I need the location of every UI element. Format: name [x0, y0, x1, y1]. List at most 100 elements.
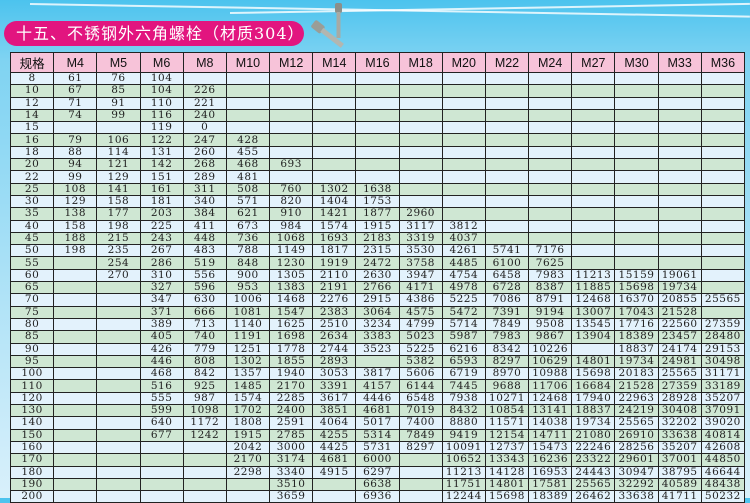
weight-cell — [700, 305, 746, 319]
weight-cell: 29601 — [614, 453, 659, 467]
column-header: M33 — [657, 52, 702, 73]
weight-cell — [53, 391, 98, 406]
weight-cell: 3758 — [398, 256, 443, 270]
weight-cell — [53, 317, 98, 332]
weight-cell: 2591 — [269, 416, 314, 430]
weight-cell: 2298 — [225, 465, 271, 479]
weight-cell: 23322 — [571, 453, 616, 467]
weight-cell — [355, 108, 400, 123]
weight-cell — [614, 133, 659, 147]
weight-cell: 740 — [182, 330, 227, 344]
weight-cell — [614, 84, 659, 98]
weight-cell — [441, 145, 486, 160]
weight-cell: 1006 — [225, 293, 271, 307]
spec-length-cell: 95 — [9, 354, 55, 369]
weight-cell: 12154 — [484, 428, 530, 442]
weight-cell: 6638 — [355, 477, 400, 492]
spec-length-cell: 25 — [9, 182, 55, 196]
spec-length-cell: 170 — [9, 453, 55, 467]
table-row: 30 129 158 181 340 571 820 1404 1753 — [9, 194, 746, 209]
weight-cell: 7019 — [398, 404, 443, 418]
weight-cell: 2893 — [312, 354, 357, 369]
weight-cell — [96, 416, 141, 430]
weight-cell: 10652 — [441, 453, 486, 467]
weight-cell: 67 — [53, 84, 98, 98]
weight-cell: 1638 — [355, 182, 400, 196]
weight-cell — [182, 465, 227, 479]
weight-cell: 2766 — [355, 281, 400, 295]
weight-cell: 556 — [182, 268, 227, 283]
weight-cell — [657, 121, 702, 135]
weight-cell — [441, 121, 486, 135]
weight-cell: 4157 — [355, 379, 400, 393]
weight-cell: 1140 — [225, 317, 271, 332]
weight-cell: 4064 — [312, 416, 357, 430]
weight-cell — [700, 96, 746, 110]
weight-cell: 18389 — [614, 330, 659, 344]
weight-cell — [96, 342, 141, 356]
weight-cell: 2110 — [312, 268, 357, 283]
weight-cell — [139, 490, 184, 503]
weight-cell: 17581 — [528, 477, 573, 492]
column-header: M24 — [528, 52, 573, 73]
weight-cell: 1191 — [225, 330, 271, 344]
weight-cell — [269, 170, 314, 184]
weight-cell: 129 — [53, 194, 98, 209]
weight-cell — [700, 71, 746, 86]
weight-cell: 85 — [96, 84, 141, 98]
weight-cell: 4261 — [441, 244, 486, 258]
weight-cell: 1251 — [225, 342, 271, 356]
weight-cell: 14711 — [528, 428, 573, 442]
weight-cell — [269, 108, 314, 123]
weight-cell — [398, 133, 443, 147]
weight-cell — [441, 84, 486, 98]
weight-cell: 1753 — [355, 194, 400, 209]
weight-cell — [398, 158, 443, 172]
table-row: 50 198 235 267 483 788 1149 1817 2315 3530 4261 574… — [9, 244, 746, 258]
spec-length-cell: 150 — [9, 428, 55, 442]
weight-cell: 6719 — [441, 367, 486, 381]
weight-cell — [398, 490, 443, 503]
weight-cell — [139, 465, 184, 479]
weight-cell — [484, 108, 530, 123]
weight-cell — [700, 268, 746, 283]
weight-cell — [571, 96, 616, 110]
weight-cell — [614, 244, 659, 258]
weight-cell: 9688 — [484, 379, 530, 393]
weight-cell: 8970 — [484, 367, 530, 381]
weight-cell: 621 — [225, 207, 271, 221]
spec-length-cell: 10 — [9, 84, 55, 98]
weight-cell — [614, 207, 659, 221]
weight-cell: 5225 — [441, 293, 486, 307]
weight-cell: 18837 — [571, 404, 616, 418]
weight-cell: 23457 — [657, 330, 702, 344]
weight-cell: 3000 — [269, 440, 314, 455]
weight-cell — [700, 219, 746, 233]
weight-cell: 25565 — [700, 293, 746, 307]
spec-length-cell: 22 — [9, 170, 55, 184]
weight-cell: 640 — [139, 416, 184, 430]
weight-cell: 7849 — [398, 428, 443, 442]
weight-cell — [96, 317, 141, 332]
weight-cell: 2191 — [312, 281, 357, 295]
weight-cell — [269, 71, 314, 86]
weight-cell: 7938 — [441, 391, 486, 406]
weight-cell: 33638 — [657, 428, 702, 442]
weight-cell — [571, 244, 616, 258]
weight-cell: 7625 — [528, 256, 573, 270]
weight-cell: 411 — [182, 219, 227, 233]
weight-cell — [182, 453, 227, 467]
weight-cell: 1574 — [225, 391, 271, 406]
weight-cell: 19734 — [614, 354, 659, 369]
weight-cell: 1778 — [269, 342, 314, 356]
weight-cell — [312, 490, 357, 503]
weight-cell — [657, 256, 702, 270]
weight-cell — [355, 84, 400, 98]
weight-cell — [312, 477, 357, 492]
weight-cell: 215 — [96, 231, 141, 246]
weight-cell — [528, 170, 573, 184]
weight-cell — [269, 145, 314, 160]
weight-cell: 9867 — [528, 330, 573, 344]
weight-cell: 1357 — [225, 367, 271, 381]
table-row: 90 426 779 1251 1778 2744 3523 5225 6216 8342 1022… — [9, 342, 746, 356]
